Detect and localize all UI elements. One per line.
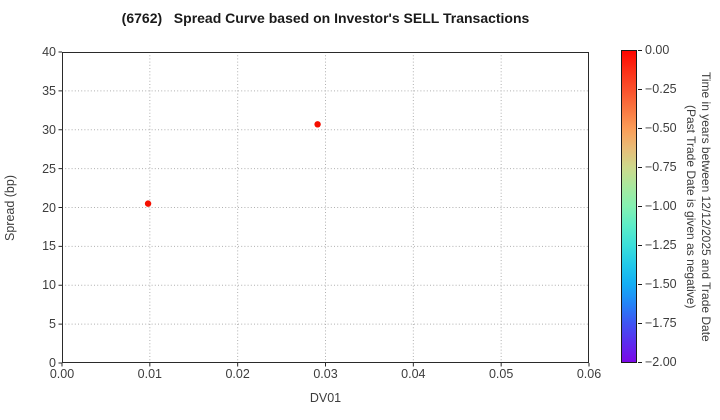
- colorbar-tick-mark: [638, 89, 642, 90]
- y-axis-label-text: Spread (bp): [3, 174, 17, 241]
- y-tick-label: 0: [49, 356, 56, 370]
- y-tick-label: 25: [42, 161, 56, 176]
- colorbar-tick-label: −1.00: [645, 199, 677, 213]
- y-tick-label: 40: [42, 45, 56, 59]
- colorbar-tick-mark: [638, 128, 642, 129]
- colorbar-tick-mark: [638, 323, 642, 324]
- colorbar-tick-mark: [638, 206, 642, 207]
- y-tick-label: 15: [42, 239, 56, 254]
- y-tick-label: 35: [42, 83, 56, 98]
- colorbar-tick-mark: [638, 167, 642, 168]
- y-tick-label: 5: [49, 317, 56, 332]
- x-tick-label: 0.01: [137, 367, 162, 381]
- axis-tick-marks: [58, 51, 590, 367]
- plot-area: [58, 51, 590, 367]
- colorbar-tick-label: −1.50: [645, 277, 677, 291]
- chart-title: (6762) Spread Curve based on Investor's …: [121, 10, 530, 26]
- x-tick-label: 0.03: [313, 367, 338, 381]
- colorbar-label-line2: (Past Trade Date is given as negative): [684, 104, 698, 309]
- x-tick-label: 0.02: [225, 367, 250, 381]
- x-axis-label: DV01: [309, 391, 342, 405]
- colorbar-tick-mark: [638, 245, 642, 246]
- colorbar-tick-label: −0.25: [645, 82, 677, 96]
- colorbar-tick-mark: [638, 362, 642, 363]
- x-tick-label: 0.04: [401, 367, 426, 381]
- colorbar-tick-label: −2.00: [645, 355, 677, 369]
- gridlines: [62, 52, 589, 363]
- colorbar-tick-label: 0.00: [645, 43, 670, 57]
- y-tick-label: 20: [42, 200, 56, 215]
- colorbar-gradient: [621, 50, 637, 363]
- colorbar-tick-label: −1.75: [645, 316, 677, 330]
- colorbar-tick-label: −0.50: [645, 121, 677, 135]
- x-tick-label: 0.05: [488, 367, 514, 381]
- colorbar-tick-label: −0.75: [645, 160, 677, 174]
- colorbar-tick-label: −1.25: [645, 238, 677, 252]
- y-tick-label: 10: [42, 278, 56, 293]
- x-tick-label: 0.00: [49, 367, 75, 381]
- colorbar-label-line1: Time in years between 12/12/2025 and Tra…: [699, 71, 713, 342]
- data-point: [144, 200, 152, 207]
- data-point: [314, 121, 321, 128]
- y-tick-label: 30: [42, 122, 56, 137]
- x-tick-label: 0.06: [576, 367, 602, 381]
- colorbar-tick-mark: [638, 284, 642, 285]
- scatter-plot-canvas: [58, 51, 590, 367]
- colorbar-tick-mark: [638, 50, 642, 51]
- plot-border: [62, 52, 589, 363]
- y-axis-label: Spread (bp): [0, 52, 20, 363]
